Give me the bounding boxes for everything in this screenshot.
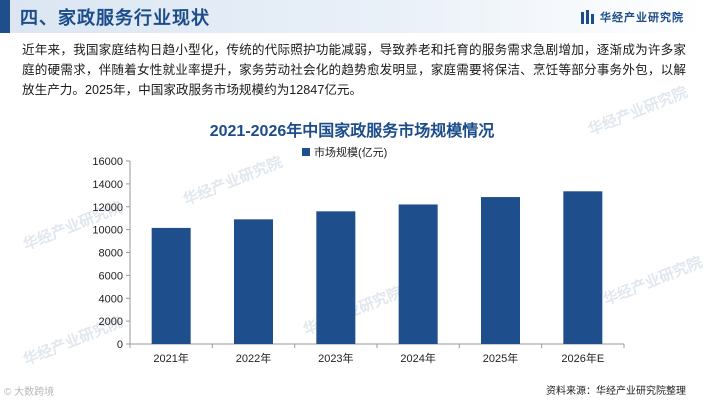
- bars-logo-icon: [581, 10, 594, 24]
- section-title: 四、家政服务行业现状: [20, 8, 210, 28]
- intro-paragraph: 近年来，我国家庭结构日趋小型化，传统的代际照护功能减弱，导致养老和托育的服务需求…: [22, 43, 686, 97]
- y-tick-label: 6000: [99, 270, 123, 282]
- y-tick-label: 12000: [92, 202, 123, 214]
- x-tick-label: 2024年: [400, 351, 435, 365]
- legend-label: 市场规模(亿元): [314, 147, 388, 159]
- logo-text: 华经产业研究院: [600, 12, 684, 24]
- bar: [398, 204, 438, 344]
- corner-watermark: © 大数跨境: [4, 387, 55, 398]
- y-tick-label: 0: [117, 339, 123, 351]
- chart-legend: 市场规模(亿元): [302, 144, 387, 160]
- x-tick-label: 2023年: [318, 351, 353, 365]
- bar: [481, 197, 520, 344]
- y-tick-label: 10000: [92, 225, 123, 237]
- chart-title: 2021-2026年中国家政服务市场规模情况: [209, 123, 495, 140]
- brand-logo: 华经产业研究院: [581, 9, 684, 25]
- x-tick-label: 2021年: [153, 351, 188, 365]
- y-tick-label: 8000: [99, 248, 123, 260]
- y-tick-label: 2000: [99, 316, 123, 328]
- bar: [316, 211, 356, 344]
- source-note: 资料来源：华经产业研究院整理: [546, 386, 686, 397]
- legend-swatch: [302, 148, 310, 156]
- bar: [234, 219, 273, 344]
- x-tick-label: 2025年: [483, 351, 518, 365]
- x-tick-label: 2026年E: [561, 351, 604, 365]
- bar: [563, 191, 603, 344]
- section-header: 四、家政服务行业现状 华经产业研究院: [0, 0, 704, 33]
- y-tick-label: 16000: [92, 156, 123, 168]
- y-tick-label: 14000: [92, 179, 123, 191]
- x-tick-label: 2022年: [236, 351, 271, 365]
- bar: [151, 227, 191, 344]
- header-accent-bar: [0, 0, 10, 33]
- y-tick-label: 4000: [99, 293, 123, 305]
